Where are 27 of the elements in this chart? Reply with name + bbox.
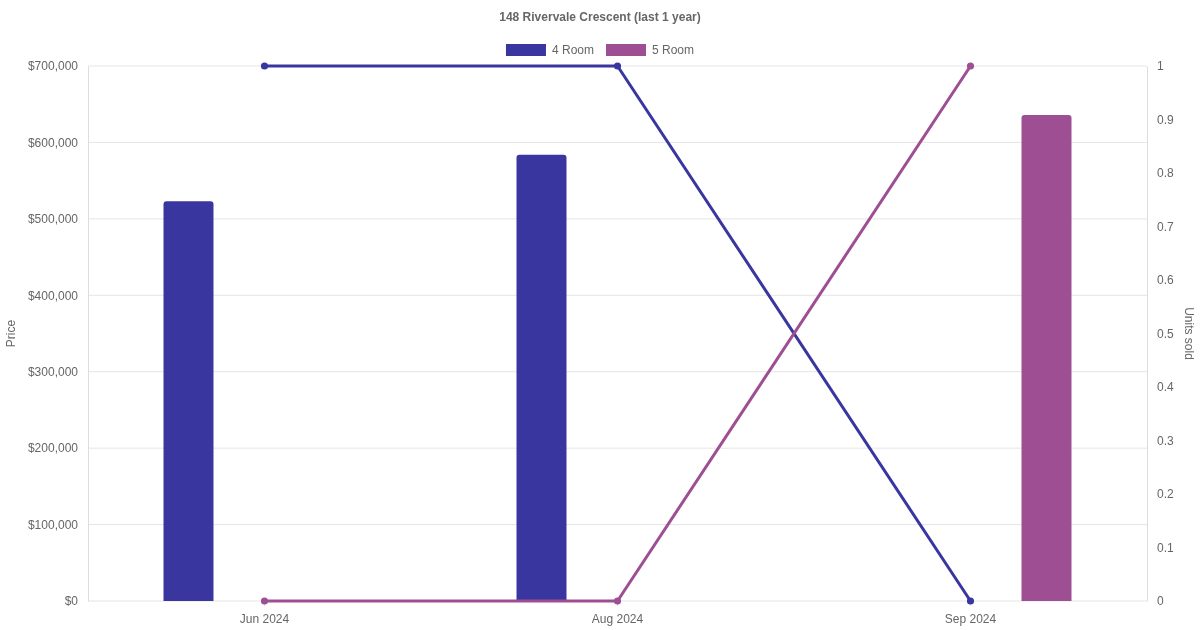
y2-tick-label: 0.2	[1157, 487, 1175, 502]
y-tick-label: $0	[64, 594, 79, 609]
y2-axis-title: Units sold	[1182, 307, 1196, 360]
chart-title: 148 Rivervale Crescent (last 1 year)	[499, 10, 701, 24]
y2-tick-label: 1	[1157, 59, 1164, 74]
y-tick-label: $600,000	[27, 135, 79, 150]
y2-tick-label: 0.4	[1157, 380, 1175, 395]
legend-label: 4 Room	[551, 43, 594, 57]
y2-tick-label: 0.6	[1157, 273, 1175, 288]
legend-label: 5 Room	[652, 43, 695, 57]
x-tick-label: Sep 2024	[944, 611, 997, 626]
y-tick-label: $200,000	[27, 441, 79, 456]
y-axis-title: Price	[4, 319, 18, 348]
y2-tick-label: 0.9	[1157, 112, 1175, 127]
y-tick-label: $300,000	[27, 365, 79, 380]
y2-tick-label: 0.1	[1157, 540, 1175, 555]
y2-tick-label: 0.8	[1157, 166, 1175, 181]
x-tick-label: Aug 2024	[591, 611, 644, 626]
y2-tick-label: 0.3	[1157, 433, 1175, 448]
y2-tick-label: 0.5	[1157, 326, 1175, 341]
y2-tick-label: 0.7	[1157, 219, 1175, 234]
y-tick-label: $100,000	[27, 517, 79, 532]
y2-tick-label: 0	[1157, 594, 1164, 609]
y-tick-label: $500,000	[27, 212, 79, 227]
x-tick-label: Jun 2024	[239, 611, 290, 626]
y-tick-label: $400,000	[27, 288, 79, 303]
y-tick-label: $700,000	[27, 59, 79, 74]
